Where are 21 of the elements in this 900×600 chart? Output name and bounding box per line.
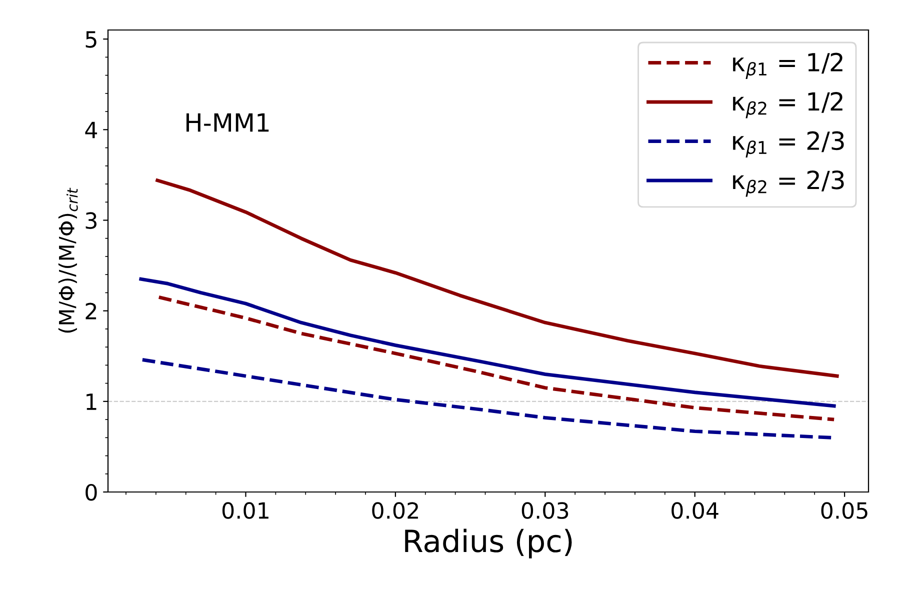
y-axis-title: (M/Φ)/(M/Φ)$_{crit}$: [58, 188, 78, 333]
line-series: [157, 296, 836, 422]
y-tick-label: 1: [86, 394, 96, 410]
legend-label: κ$_{β1}$ = 2/3: [733, 131, 844, 158]
legend-label: κ$_{β1}$ = 1/2: [733, 52, 842, 80]
y-tick-label: 4: [85, 122, 98, 138]
legend-label: κ$_{β2}$ = 1/2: [733, 92, 842, 118]
x-axis-title: Radius (pc): [405, 528, 572, 558]
x-tick-label: 0.04: [672, 502, 718, 519]
x-tick-label: 0.02: [372, 502, 418, 519]
y-tick-label: 5: [86, 31, 96, 48]
y-tick-label: 3: [86, 212, 96, 229]
line-series: [140, 358, 833, 440]
x-tick-label: 0.03: [522, 502, 568, 519]
y-tick-label: 0: [86, 484, 97, 501]
line-series: [139, 277, 836, 408]
legend-label: κ$_{β2}$ = 2/3: [733, 170, 844, 197]
annotation: H-MM1: [186, 113, 269, 132]
y-tick-label: 2: [86, 302, 96, 320]
x-tick-label: 0.01: [222, 502, 268, 519]
x-tick-label: 0.05: [821, 502, 868, 519]
